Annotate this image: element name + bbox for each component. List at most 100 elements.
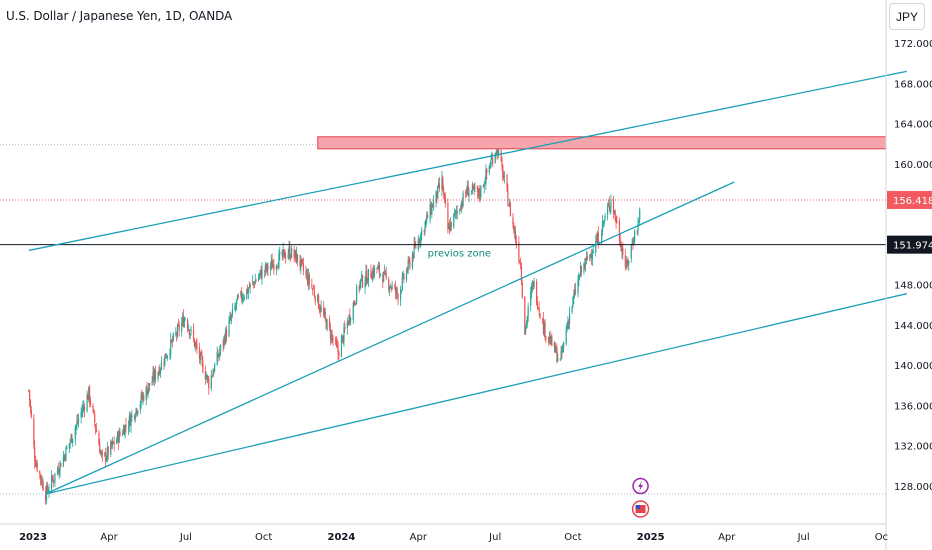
candle-body [616,221,618,223]
resistance-zone [317,136,887,150]
candle-body [223,336,225,344]
candle-body [403,275,405,280]
candle-body [525,325,527,333]
candle-body [318,307,321,311]
candle-body [151,381,153,386]
currency-button[interactable]: JPY [889,3,925,30]
candle-body [383,271,386,273]
candle-body [74,428,76,440]
candle-body [508,205,510,207]
candle-body [64,455,66,460]
candle-body [603,220,605,224]
candle-body [308,274,310,284]
candle-body [550,336,552,344]
candle-body [432,205,434,208]
candle-body [41,481,43,484]
candle-body [295,250,297,262]
candle-body [449,222,452,231]
candle-body [346,322,348,328]
candle-body [614,210,616,218]
candle-body [609,206,611,210]
candle-body [285,257,287,259]
candle-body [112,441,114,443]
candle-body [479,194,481,197]
candle-body [198,347,201,359]
candle-body [495,152,497,154]
candle-body [330,333,332,341]
candle-body [579,276,581,278]
candle-body [378,264,381,274]
candle-body [494,153,496,163]
candle-body [585,258,587,266]
candle-body [117,433,119,444]
candle-body [453,213,455,227]
candle-body [176,325,179,337]
candle-body [177,324,179,326]
us-flag-stripes-icon [635,505,646,513]
candle-body [172,333,174,341]
candle-body [29,390,31,401]
candle-body [508,203,511,206]
candle-body [270,260,272,266]
candle-body [549,337,551,345]
candle-body [634,230,636,243]
horizontal-level-label: 151.974 [893,241,932,252]
candle-body [456,211,458,214]
y-tick-label: 144.000 [894,321,932,332]
candle-body [246,288,248,299]
candle-body [234,305,236,310]
candle-body [276,266,278,268]
candle-body [294,250,296,256]
candle-body [589,254,591,261]
candle-body [356,286,358,304]
candle-body [367,282,369,284]
candle-body [237,296,239,298]
candle-body [288,247,290,254]
candle-body [106,447,108,458]
candle-body [490,160,492,166]
candle-body [199,352,201,361]
candle-body [554,343,556,353]
us-flag-canton-icon [635,505,641,509]
candle-body [139,403,141,411]
candle-body [379,273,381,275]
y-tick-label: 164.000 [894,120,932,131]
candle-body [323,307,325,315]
chart-title: U.S. Dollar / Japanese Yen, 1D, OANDA [6,9,233,23]
candle-body [501,159,503,167]
candle-body [359,281,361,289]
candle-body [76,421,78,426]
candle-body [122,428,125,434]
candle-body [412,253,414,258]
candle-body [325,319,327,329]
candle-body [83,406,85,407]
candle-body [373,267,375,277]
candle-body [240,291,242,296]
candle-body [521,282,523,298]
y-tick-label: 172.000 [894,39,932,50]
candle-body [437,185,439,199]
candle-body [265,265,267,270]
candle-body [580,266,583,272]
x-tick-label: 2023 [19,532,47,543]
candle-body [509,202,512,217]
candle-body [289,246,291,258]
candle-body [202,361,204,373]
candle-body [328,319,331,328]
candle-body [533,281,535,286]
candle-body [628,260,630,265]
candle-body [560,350,562,358]
candle-body [604,215,606,219]
candle-body [488,166,490,173]
candle-body [559,358,561,360]
candle-body [182,316,185,327]
candle-body [154,370,156,381]
candle-body [483,183,485,187]
candle-body [400,290,403,292]
candle-body [586,255,588,260]
candle-body [519,263,522,265]
candle-body [459,209,461,211]
candle-body [241,298,244,302]
candle-body [145,386,147,401]
